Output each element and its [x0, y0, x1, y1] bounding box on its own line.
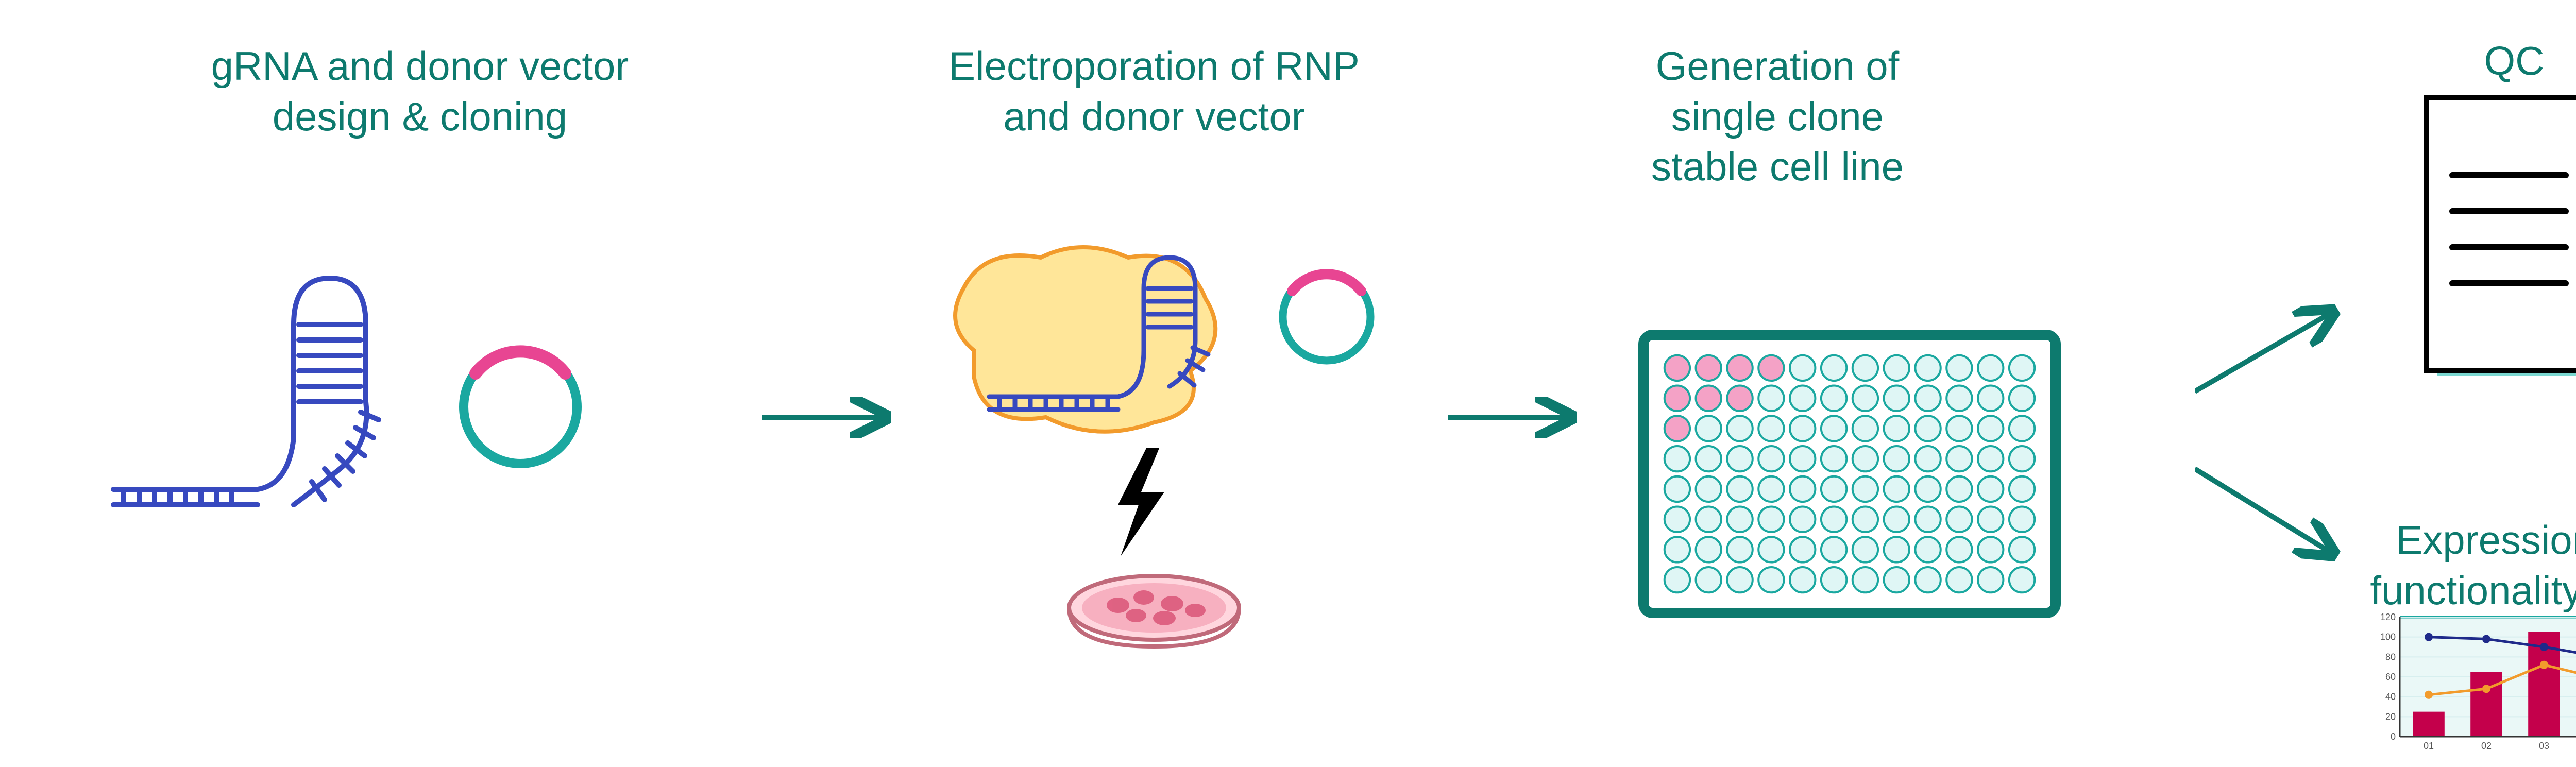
step2-label: Electroporation of RNP and donor vector [896, 41, 1412, 142]
arrow-split-down [2195, 453, 2349, 567]
lightning-icon [1103, 448, 1175, 561]
chart-icon: 0204060801001200102030405 [2370, 613, 2576, 762]
wellplate-icon [1638, 330, 2061, 618]
svg-text:120: 120 [2380, 613, 2396, 622]
checklist-icon [2421, 93, 2576, 391]
plasmid-donor-icon [443, 330, 598, 484]
arrow-1 [762, 397, 896, 438]
svg-text:01: 01 [2424, 741, 2434, 751]
svg-text:80: 80 [2385, 652, 2396, 662]
svg-text:0: 0 [2391, 731, 2396, 742]
arrow-2 [1448, 397, 1582, 438]
svg-text:02: 02 [2481, 741, 2492, 751]
arrow-split-up [2195, 299, 2349, 402]
step4-bottom-label: Expression & functionality test [2329, 515, 2576, 616]
plasmid-small-icon [1267, 258, 1386, 376]
step4-top-label: QC [2411, 36, 2576, 87]
dish-icon [1061, 567, 1247, 670]
svg-text:20: 20 [2385, 711, 2396, 722]
step3-label: Generation of single clone stable cell l… [1546, 41, 2009, 192]
svg-text:100: 100 [2380, 632, 2396, 642]
step1-label: gRNA and donor vector design & cloning [175, 41, 665, 142]
svg-text:03: 03 [2539, 741, 2549, 751]
svg-text:40: 40 [2385, 692, 2396, 702]
rnp-icon [927, 221, 1236, 443]
grna-icon [93, 247, 412, 536]
svg-text:60: 60 [2385, 672, 2396, 682]
